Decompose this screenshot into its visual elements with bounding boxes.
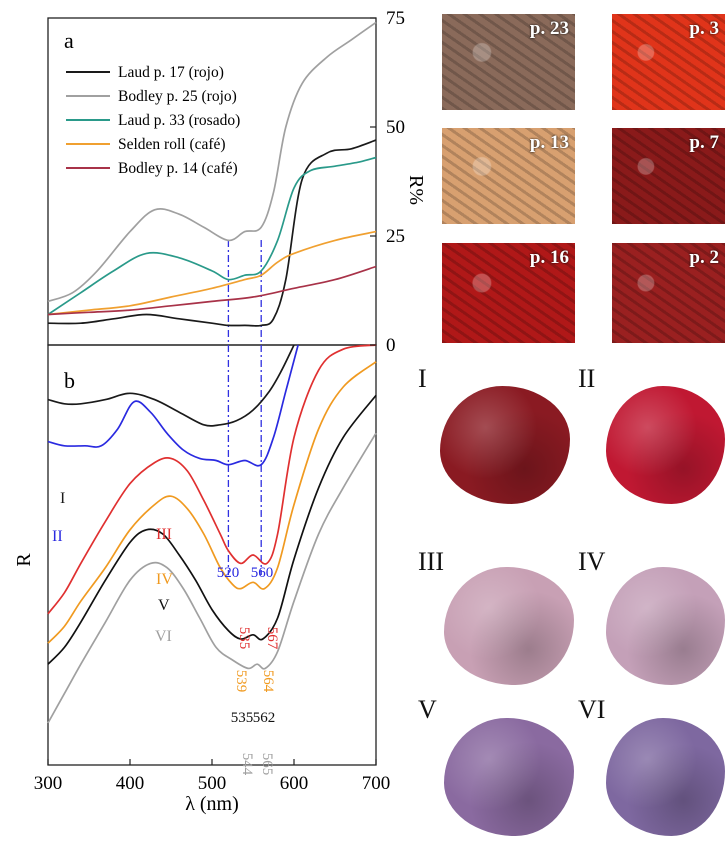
photo-page-label: p. 2 [689,247,719,268]
panel-b-frame [47,344,377,766]
series-a-line-2 [47,21,377,303]
wavelength-annotation: 560 [251,565,274,581]
wavelength-annotation: 565 [259,753,275,776]
pigment-label-v: V [418,695,437,724]
wavelength-annotation: 520 [217,565,240,581]
y-tick-label: 75 [386,8,405,29]
y-tick-label: 25 [386,226,405,247]
wavelength-annotation: 564 [260,670,276,693]
series-b-line-iii [47,344,377,615]
manuscript-photo: p. 2 [612,243,725,343]
legend-label: Laud p. 17 (rojo) [118,64,224,81]
wavelength-annotation: 562 [253,710,276,726]
series-label-vi: VI [155,628,172,645]
pigment-powder-swatch [444,567,574,685]
photo-page-label: p. 3 [689,18,719,39]
x-axis-label: λ (nm) [185,793,239,815]
manuscript-photo: p. 13 [442,128,575,224]
pigment-label-iv: IV [578,547,606,576]
y-tick-label: 50 [386,117,405,138]
series-b-line-vi [47,432,377,724]
x-tick-label: 300 [34,773,63,794]
wavelength-annotation: 539 [233,670,249,693]
y-axis-label-right: R% [405,175,427,205]
wavelength-annotation: 567 [264,627,280,650]
manuscript-photo: p. 3 [612,14,725,110]
series-a-line-3 [47,156,377,316]
manuscript-photo: p. 23 [442,14,575,110]
legend-label: Selden roll (café) [118,136,226,153]
manuscript-photo: p. 7 [612,128,725,224]
pigment-powder-swatch [440,386,570,504]
series-b-line-iv [47,361,377,644]
pigment-powder-swatch [444,718,574,836]
y-tick-label: 0 [386,335,396,356]
series-label-i: I [60,490,65,507]
wavelength-annotation: 544 [239,753,255,776]
pigment-label-vi: VI [578,695,606,724]
photo-page-label: p. 16 [529,247,569,268]
panel-a-letter: a [64,28,74,53]
series-label-iii: III [156,526,172,543]
series-b-line-ii [47,344,299,467]
series-a-line-4 [47,230,377,316]
legend-label: Bodley p. 14 (café) [118,160,238,177]
x-tick-label: 500 [198,773,227,794]
pigment-label-ii: II [578,364,596,393]
series-b-line-v [47,394,377,665]
legend-label: Bodley p. 25 (rojo) [118,88,237,105]
series-label-v: V [158,597,170,614]
pigment-powder-swatch [606,567,725,685]
x-tick-label: 600 [280,773,309,794]
pigment-label-i: I [418,364,427,393]
manuscript-photo: p. 16 [442,243,575,343]
series-label-ii: II [52,528,63,545]
y-axis-label-left: R [13,553,35,567]
x-tick-label: 400 [116,773,145,794]
series-a-line-1 [47,139,377,327]
photo-page-label: p. 23 [529,18,569,39]
pigment-powder-swatch [606,386,725,504]
photo-page-label: p. 13 [529,132,569,153]
x-tick-label: 700 [362,773,391,794]
wavelength-annotation: 535 [231,710,254,726]
series-label-iv: IV [156,571,173,588]
series-b-line-i [47,344,295,427]
wavelength-annotation: 535 [236,627,252,650]
panel-b-letter: b [64,368,75,393]
series-a-line-5 [47,265,377,316]
photo-page-label: p. 7 [689,132,719,153]
legend-label: Laud p. 33 (rosado) [118,112,240,129]
pigment-powder-swatch [606,718,725,836]
pigment-label-iii: III [418,547,444,576]
